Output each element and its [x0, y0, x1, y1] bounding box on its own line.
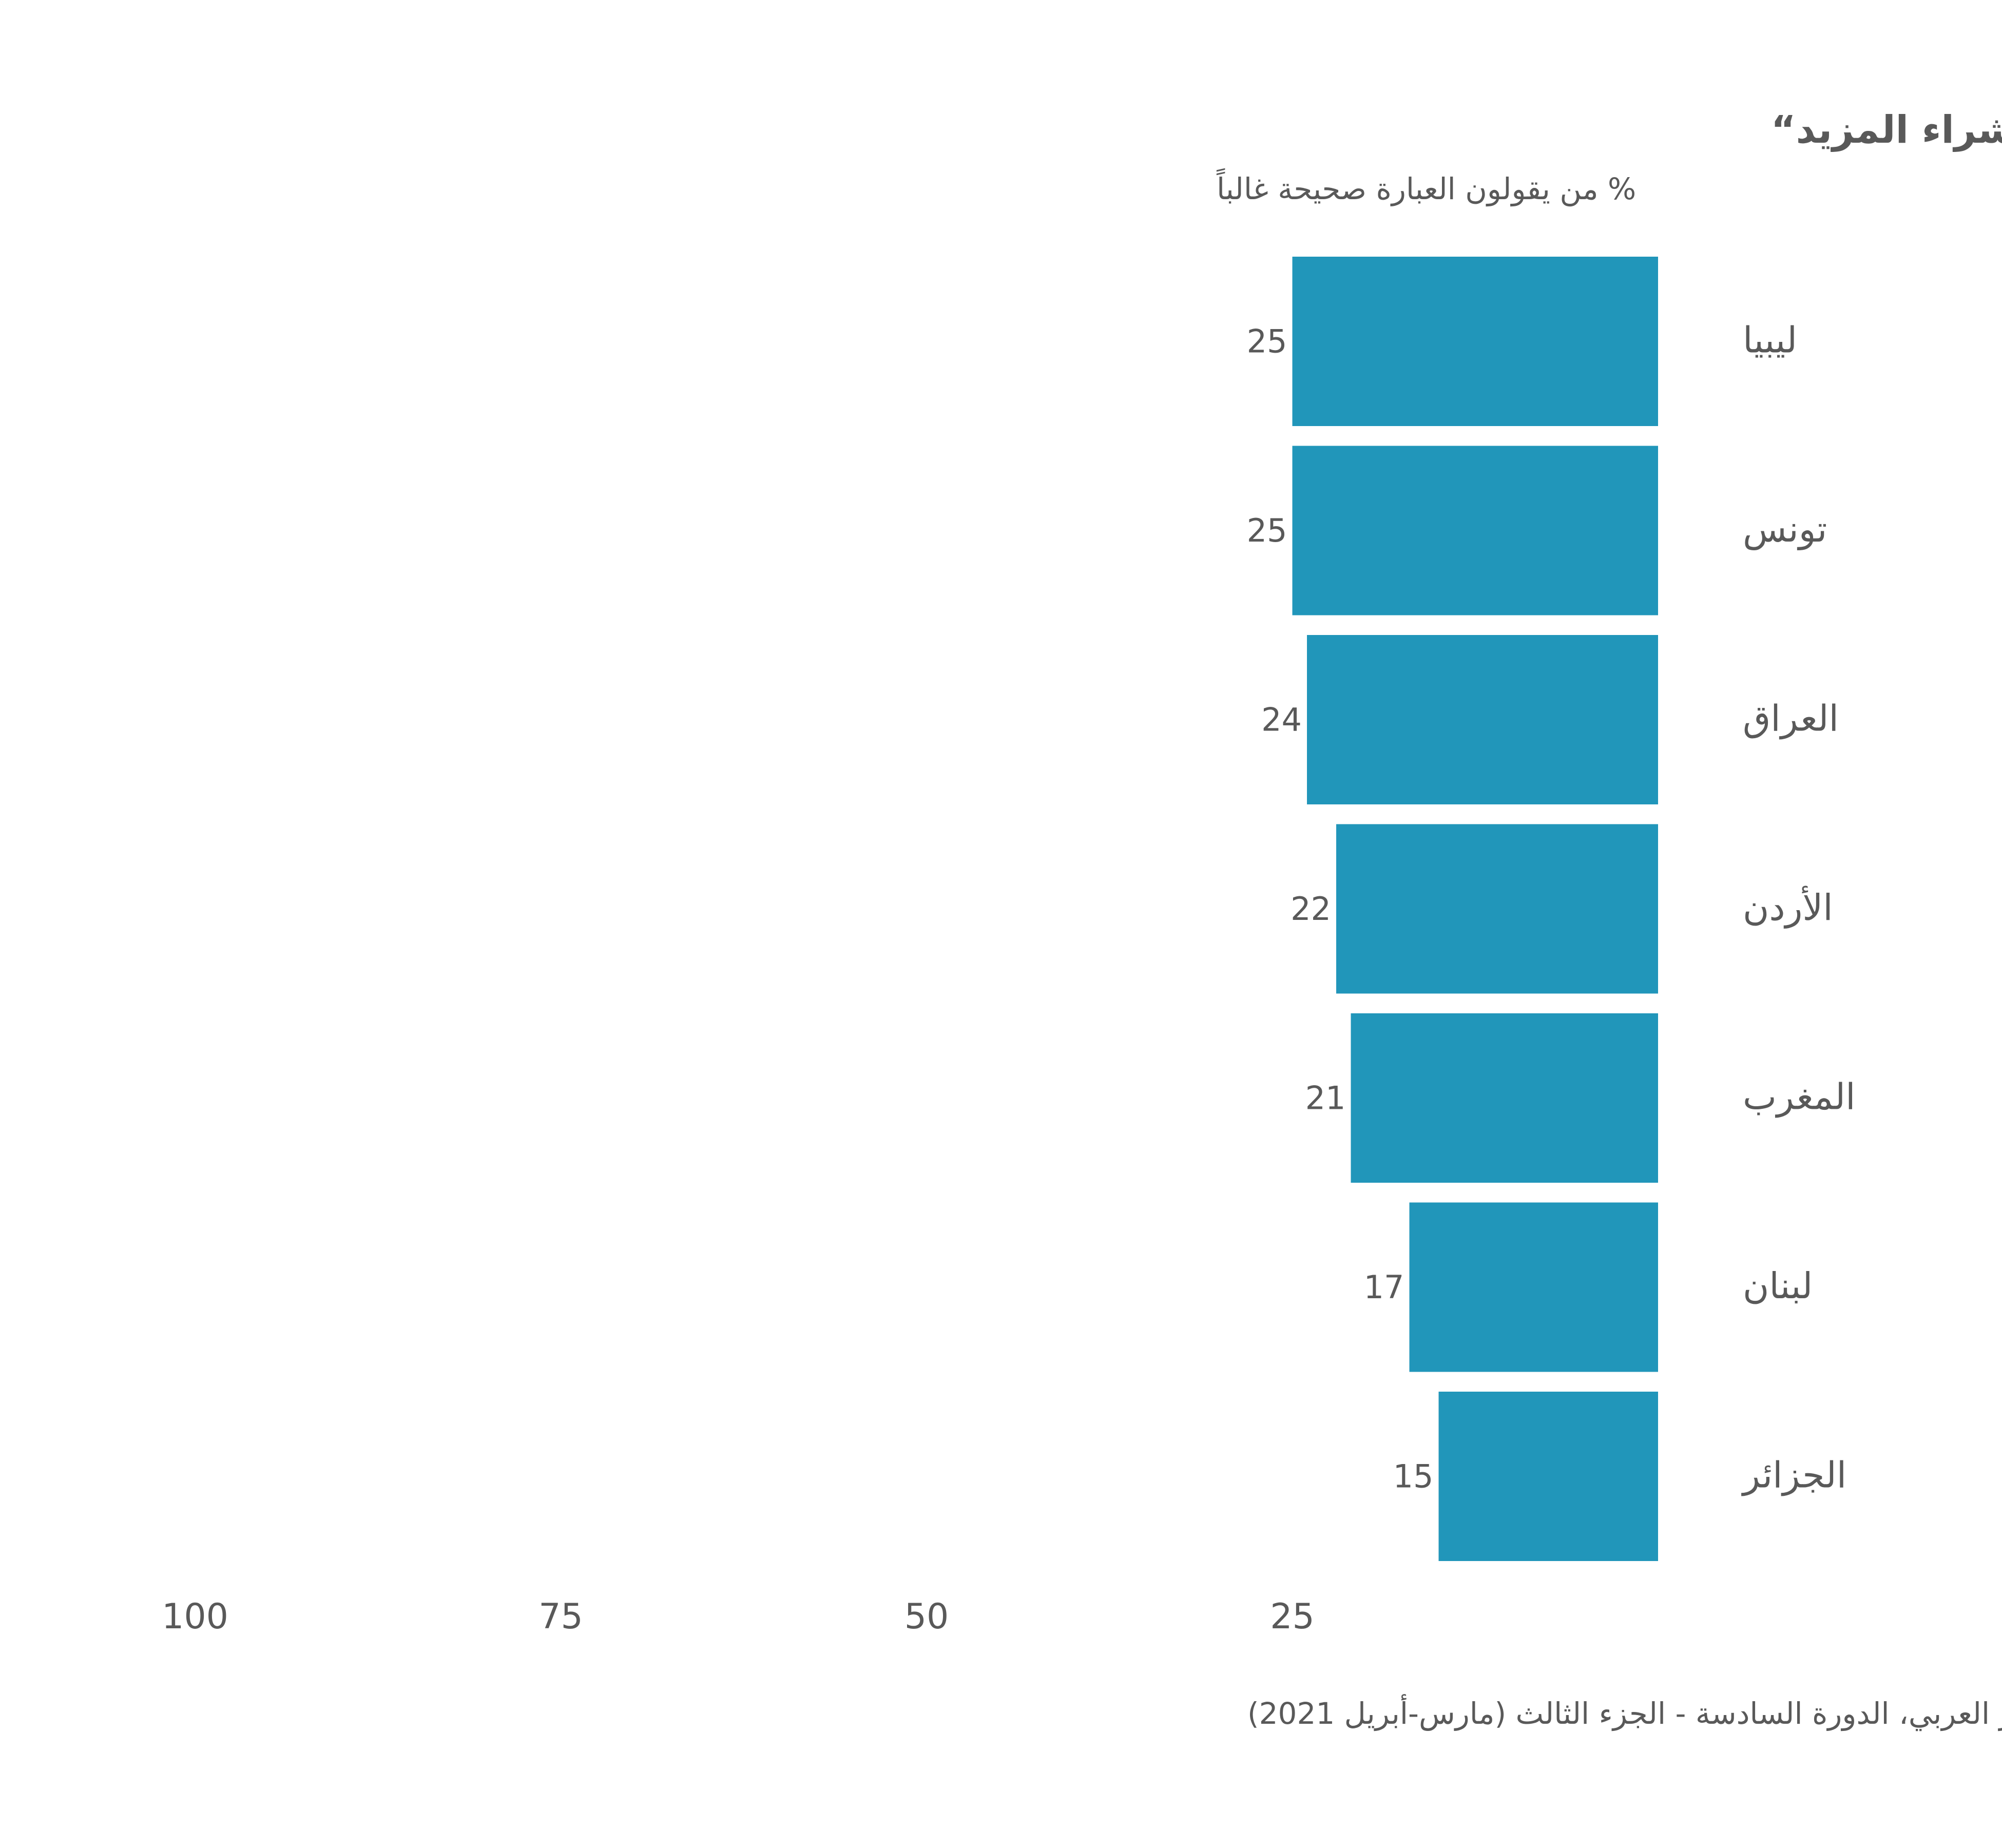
category-label-4: الأردن: [1743, 886, 1833, 929]
value-label-2: 25: [1247, 512, 1287, 549]
x-tick-label-1: 100: [162, 1596, 228, 1637]
source-note: الباروميتر العربي، الدورة السادسة - الجز…: [1247, 1694, 2002, 1731]
value-label-7: 15: [1393, 1458, 1434, 1495]
x-tick-label-4: 25: [1270, 1596, 1315, 1637]
bar-row-6: [1409, 1202, 1658, 1372]
category-label-7: الجزائر: [1741, 1454, 1846, 1496]
category-label-6: لبنان: [1743, 1265, 1813, 1307]
value-label-1: 25: [1247, 323, 1287, 360]
value-label-4: 22: [1291, 890, 1331, 928]
category-label-2: تونس: [1743, 508, 1827, 550]
chart-title: ”نفذ الغذاء الذي اشتريناه ولم يكن لدينا …: [1771, 108, 2002, 152]
bars-group: [1292, 257, 1658, 1561]
bar-row-4: [1336, 824, 1658, 994]
value-label-5: 21: [1305, 1080, 1346, 1117]
value-labels: 25 25 24 22 21 17 15: [1247, 323, 1434, 1495]
value-label-6: 17: [1364, 1268, 1404, 1306]
bar-row-7: [1438, 1392, 1658, 1561]
bar-row-3: [1307, 635, 1658, 804]
category-label-3: العراق: [1743, 698, 1839, 740]
bar-row-1: [1292, 257, 1658, 426]
category-label-1: ليبيا: [1743, 319, 1797, 361]
x-tick-label-3: 50: [904, 1596, 949, 1637]
category-labels: ليبيا تونس العراق الأردن المغرب لبنان الجزائر: [1741, 319, 1856, 1496]
value-label-3: 24: [1261, 701, 1302, 739]
bar-row-2: [1292, 446, 1658, 615]
x-tick-label-2: 75: [538, 1596, 583, 1637]
bar-row-5: [1351, 1013, 1658, 1183]
x-axis-ticks: 100 75 50 25: [162, 1596, 1315, 1637]
chart-subtitle: % من يقولون العبارة صحيحة غالباً: [1217, 168, 1637, 207]
category-label-5: المغرب: [1743, 1076, 1856, 1118]
